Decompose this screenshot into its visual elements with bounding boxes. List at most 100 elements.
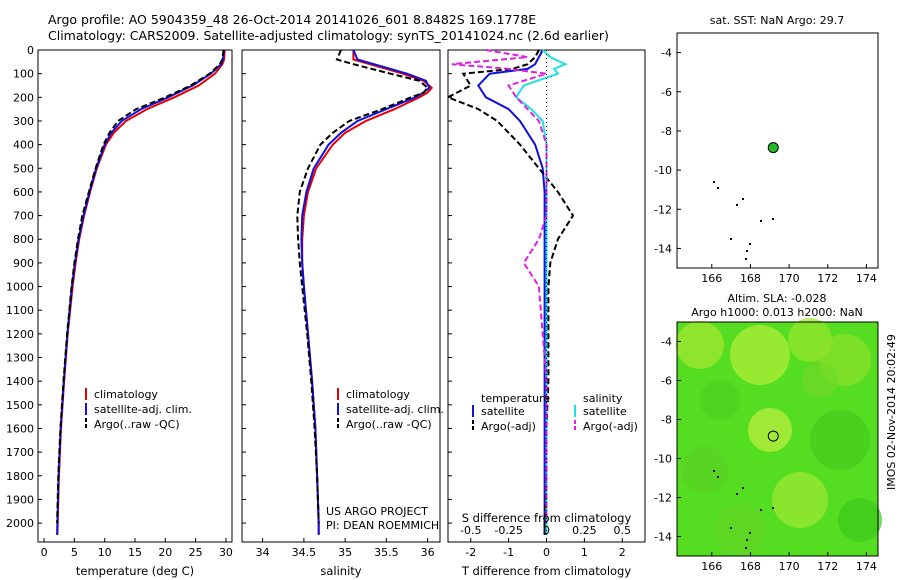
y-tick-label: 1200 — [6, 328, 34, 341]
x-tick-label: 174 — [856, 272, 877, 285]
s-tick-label: 0.25 — [572, 524, 597, 537]
x-tick-label: 166 — [701, 560, 722, 573]
island-dot — [717, 187, 719, 189]
x-axis-label: T difference from climatology — [461, 564, 632, 578]
panel-temperature: 0 5 10 15 20 25 30 temperature (deg C) 0 100 200 30… — [6, 44, 233, 578]
imos-timestamp: IMOS 02-Nov-2014 20:02:49 — [885, 334, 898, 490]
y-tick-label: 600 — [13, 186, 34, 199]
island-dot — [745, 258, 747, 260]
x-tick-label: 1 — [581, 546, 588, 559]
island-dot — [713, 181, 715, 183]
island-dot — [749, 532, 751, 534]
island-dot — [772, 507, 774, 509]
x-tick-label: 15 — [128, 546, 142, 559]
sla-blob — [714, 504, 766, 556]
panel-frame — [241, 49, 441, 543]
x-tick-label: -1 — [503, 546, 514, 559]
x-tick-label: 168 — [740, 272, 761, 285]
island-dot — [749, 243, 751, 245]
legend-header-temperature: temperature — [481, 392, 550, 405]
x-tick-label: 172 — [817, 272, 838, 285]
legend-entry: satellite — [583, 405, 627, 418]
x-tick-label: 34.5 — [292, 546, 317, 559]
x-axis-label: salinity — [320, 564, 361, 578]
map-frame — [676, 321, 879, 557]
x-tick-label: 35 — [338, 546, 352, 559]
s-tick-label: -0.5 — [460, 524, 481, 537]
panel-frame — [37, 49, 233, 543]
island-dot — [742, 198, 744, 200]
legend-entry: Argo(..raw -QC) — [94, 418, 180, 431]
legend-entry: climatology — [94, 388, 158, 401]
x-tick-label: 5 — [71, 546, 78, 559]
y-tick-label: 1400 — [6, 375, 34, 388]
y-tick-label: -14 — [654, 242, 672, 255]
legend-entry: satellite-adj. clim. — [346, 403, 444, 416]
s-tick-label: -0.25 — [494, 524, 522, 537]
y-tick-label: 1500 — [6, 399, 34, 412]
legend-header-salinity: salinity — [583, 392, 623, 405]
y-tick-label: 1000 — [6, 281, 34, 294]
sla-blob — [681, 446, 729, 494]
x-tick-label: 34 — [256, 546, 270, 559]
legend-entry: Argo(..raw -QC) — [346, 418, 432, 431]
island-dot — [746, 250, 748, 252]
series-line-2 — [56, 49, 225, 524]
y-tick-label: 400 — [13, 139, 34, 152]
y-tick-label: 700 — [13, 210, 34, 223]
island-dot — [717, 476, 719, 478]
island-dot — [746, 539, 748, 541]
x-tick-label: 0 — [543, 546, 550, 559]
sla-blob — [838, 498, 882, 542]
x-axis-label: temperature (deg C) — [76, 564, 194, 578]
y-tick-label: 2000 — [6, 517, 34, 530]
y-tick-label: -4 — [661, 336, 672, 349]
series-line-2 — [296, 49, 430, 524]
sla-blob — [700, 380, 740, 420]
legend-entry: satellite-adj. clim. — [94, 403, 192, 416]
panel-difference: -2 -1 0 1 2 T difference from climatology — [445, 49, 646, 578]
x-tick-label: 36 — [421, 546, 435, 559]
sla-blob — [748, 408, 792, 452]
s-tick-label: 0 — [543, 524, 550, 537]
panel-salinity: 34 34.5 35 35.5 36 salinity — [241, 49, 441, 578]
y-tick-label: -10 — [654, 453, 672, 466]
sla-blob — [802, 362, 838, 398]
project-name: US ARGO PROJECT — [326, 505, 428, 518]
x-tick-label: 30 — [219, 546, 233, 559]
x-tick-label: 20 — [158, 546, 172, 559]
series-line-1 — [445, 49, 575, 535]
y-tick-label: -12 — [654, 492, 672, 505]
legend-entry: Argo(-adj) — [481, 420, 536, 433]
panel-sla-map: 166 168 170 172 174 -4 -6 -8 -10 -12 -14 — [654, 318, 882, 573]
y-tick-label: 1800 — [6, 470, 34, 483]
y-tick-label: -14 — [654, 531, 672, 544]
island-dot — [736, 493, 738, 495]
sla-map-title-2: Argo h1000: 0.013 h2000: NaN — [691, 306, 863, 319]
y-tick-label: 500 — [13, 162, 34, 175]
island-dot — [736, 204, 738, 206]
series-line-0 — [477, 49, 546, 535]
y-tick-label: 1100 — [6, 304, 34, 317]
y-tick-label: -8 — [661, 414, 672, 427]
y-tick-label: -12 — [654, 203, 672, 216]
profile-title: Argo profile: AO 5904359_48 26-Oct-2014 … — [48, 12, 537, 27]
y-tick-label: 300 — [13, 115, 34, 128]
y-tick-label: 100 — [13, 68, 34, 81]
x-tick-label: 172 — [817, 560, 838, 573]
y-tick-label: 800 — [13, 233, 34, 246]
x-tick-label: 2 — [619, 546, 626, 559]
y-tick-label: 1900 — [6, 493, 34, 506]
island-dot — [713, 470, 715, 472]
x-tick-label: 0 — [41, 546, 48, 559]
sla-blob — [810, 410, 870, 470]
argo-position-marker — [767, 142, 779, 154]
sla-blob — [772, 472, 828, 528]
x-tick-label: 25 — [189, 546, 203, 559]
sst-map-title: sat. SST: NaN Argo: 29.7 — [710, 14, 844, 27]
x-tick-label: 166 — [701, 272, 722, 285]
project-pi: PI: DEAN ROEMMICH — [326, 519, 439, 532]
sla-blob — [730, 325, 790, 385]
x-tick-label: 170 — [779, 560, 800, 573]
